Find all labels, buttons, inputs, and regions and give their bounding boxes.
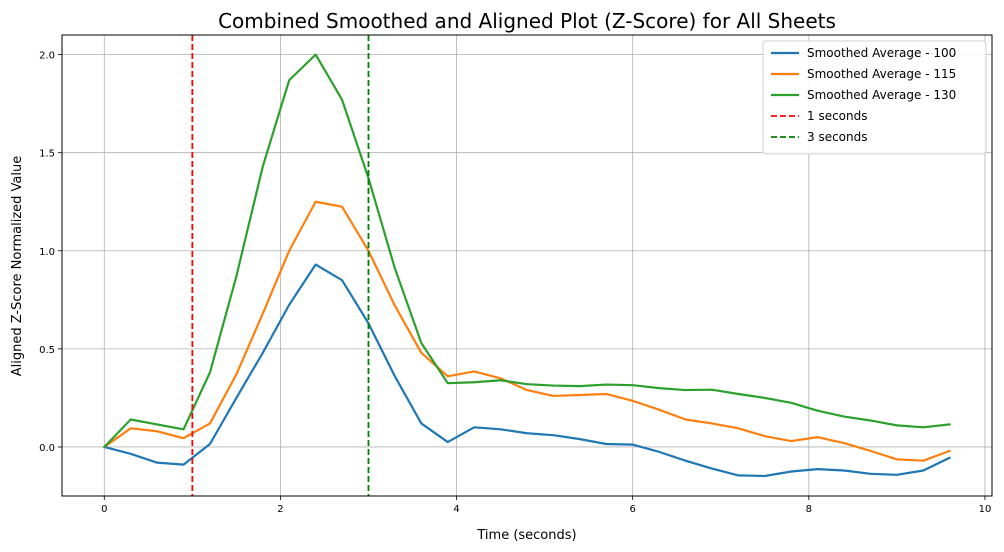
legend-box — [762, 40, 987, 155]
y-axis-label: Aligned Z-Score Normalized Value — [10, 156, 25, 376]
x-tick-label: 4 — [453, 504, 459, 515]
x-tick-label: 10 — [979, 504, 992, 515]
legend-label: Smoothed Average - 130 — [807, 88, 956, 102]
x-tick-label: 2 — [277, 504, 283, 515]
x-tick-label: 8 — [806, 504, 812, 515]
plot-frame — [61, 34, 993, 497]
y-tick-label: 0.5 — [39, 345, 55, 356]
y-tick-label: 1.5 — [39, 149, 55, 160]
x-axis: 0 2 4 6 8 10 — [101, 496, 991, 515]
series-line-1 — [103, 263, 951, 478]
vline-layer — [191, 35, 370, 496]
series-line-2 — [103, 200, 951, 462]
x-axis-label: Time (seconds) — [476, 528, 576, 543]
y-axis: 0.0 0.5 1.0 1.5 2.0 — [39, 51, 62, 454]
chart-title: Combined Smoothed and Aligned Plot (Z-Sc… — [218, 9, 836, 33]
legend-label: 1 seconds — [807, 109, 868, 123]
y-tick-label: 0.0 — [39, 443, 55, 454]
legend: Smoothed Average - 100 Smoothed Average -… — [762, 40, 987, 155]
series-layer — [103, 53, 951, 478]
series-line-3 — [103, 53, 951, 449]
y-tick-label: 2.0 — [39, 51, 55, 62]
x-tick-label: 6 — [629, 504, 635, 515]
y-tick-label: 1.0 — [39, 247, 55, 258]
x-tick-label: 0 — [101, 504, 107, 515]
legend-label: Smoothed Average - 100 — [807, 46, 956, 60]
legend-label: 3 seconds — [807, 130, 868, 144]
legend-label: Smoothed Average - 115 — [807, 67, 956, 81]
